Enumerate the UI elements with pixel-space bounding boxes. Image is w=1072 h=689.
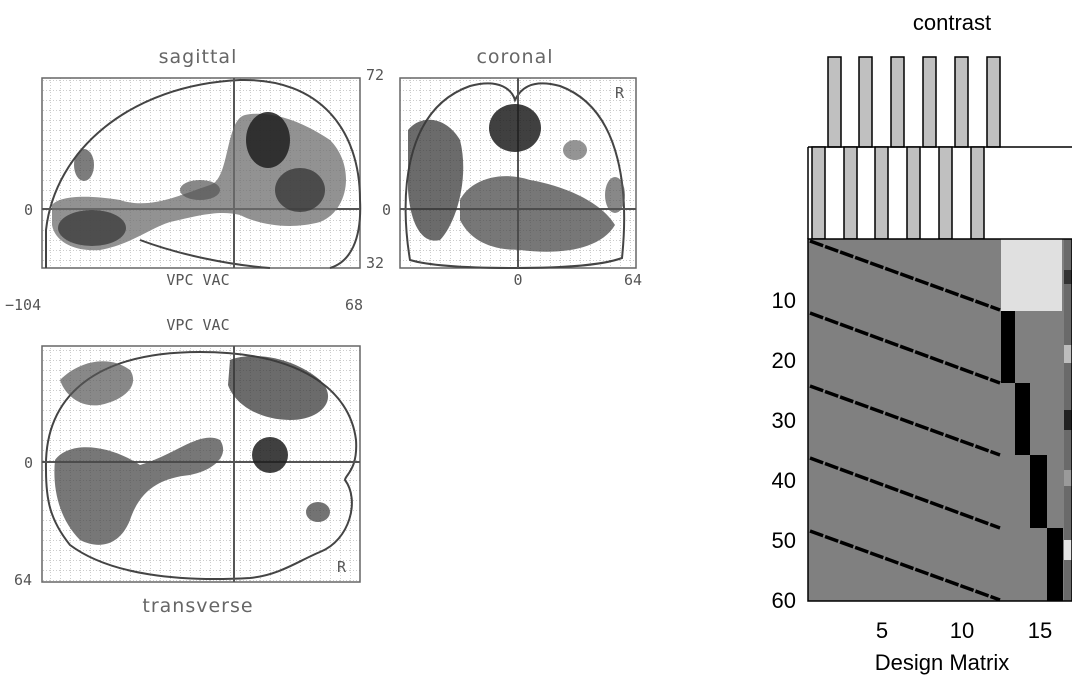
transverse-brain-outline xyxy=(44,350,358,581)
coronal-view: coronal R 0 0 64 xyxy=(382,46,642,289)
coronal-activation xyxy=(408,104,625,252)
drift-stripes xyxy=(1064,239,1072,601)
session-regressor xyxy=(1015,383,1030,455)
y-tick-label: 40 xyxy=(772,468,796,493)
contrast-bar xyxy=(890,56,905,148)
sagittal-caption: VPC VAC xyxy=(166,271,229,289)
sagittal-label-bottom: 32 xyxy=(366,254,384,272)
sagittal-view: sagittal 72 0 32 VPC VAC −104 68 xyxy=(5,46,384,314)
sagittal-label-top: 72 xyxy=(366,66,384,84)
session-diagonal xyxy=(809,384,1001,457)
contrast-bar xyxy=(874,146,889,240)
y-tick-label: 30 xyxy=(772,408,796,433)
x-ticks: 5 10 15 xyxy=(876,618,1052,643)
contrast-title: contrast xyxy=(913,10,991,35)
sagittal-x-right: 68 xyxy=(345,296,363,314)
contrast-bar xyxy=(827,56,842,148)
x-tick-label: 15 xyxy=(1028,618,1052,643)
y-tick-label: 50 xyxy=(772,528,796,553)
transverse-label-bottom: 64 xyxy=(14,571,32,589)
sagittal-label-mid: 0 xyxy=(24,201,33,219)
sagittal-title: sagittal xyxy=(159,46,238,68)
transverse-activation xyxy=(54,356,330,545)
transverse-view: VPC VAC R 0 64 transverse xyxy=(14,316,361,617)
coronal-side: R xyxy=(615,84,625,102)
sagittal-activation xyxy=(52,112,347,251)
contrast-bar xyxy=(906,146,921,240)
contrast-bar xyxy=(858,56,873,148)
coronal-x-mid: 0 xyxy=(513,271,522,289)
session-diagonal xyxy=(809,456,1001,530)
session-diagonal xyxy=(809,239,1001,312)
contrast-bar xyxy=(811,146,826,240)
contrast-bar xyxy=(970,146,985,240)
y-tick-label: 10 xyxy=(772,288,796,313)
condition-diagonals xyxy=(809,239,1001,602)
contrast-row-1 xyxy=(827,56,1001,148)
coronal-mid: 0 xyxy=(382,201,391,219)
session-diagonal xyxy=(809,529,1001,602)
session-diagonal xyxy=(809,311,1001,385)
y-ticks: 10 20 30 40 50 60 xyxy=(772,288,796,613)
coronal-x-right: 64 xyxy=(624,271,642,289)
session-regressor xyxy=(1047,528,1063,601)
coronal-brain-outline xyxy=(404,82,626,270)
transverse-title: transverse xyxy=(142,595,253,617)
design-matrix-frame xyxy=(807,238,1072,602)
y-tick-label: 20 xyxy=(772,348,796,373)
session-regressor xyxy=(1001,311,1015,383)
coronal-title: coronal xyxy=(476,46,553,68)
session-constant-block xyxy=(1001,239,1062,311)
design-matrix-panel: contrast xyxy=(772,10,1072,675)
contrast-bar xyxy=(954,56,969,148)
contrast-bar xyxy=(938,146,953,240)
contrast-bar xyxy=(922,56,937,148)
transverse-side: R xyxy=(337,558,347,576)
sagittal-x-left: −104 xyxy=(5,296,41,314)
x-tick-label: 10 xyxy=(950,618,974,643)
design-matrix-xlabel: Design Matrix xyxy=(875,650,1009,675)
transverse-caption: VPC VAC xyxy=(166,316,229,334)
x-tick-label: 5 xyxy=(876,618,888,643)
contrast-bar xyxy=(986,56,1001,148)
session-regressor xyxy=(1030,455,1047,528)
contrast-row-2 xyxy=(811,146,985,240)
contrast-bar xyxy=(843,146,858,240)
sagittal-cerebellum-outline xyxy=(139,239,271,269)
transverse-label-mid: 0 xyxy=(24,454,33,472)
y-tick-label: 60 xyxy=(772,588,796,613)
